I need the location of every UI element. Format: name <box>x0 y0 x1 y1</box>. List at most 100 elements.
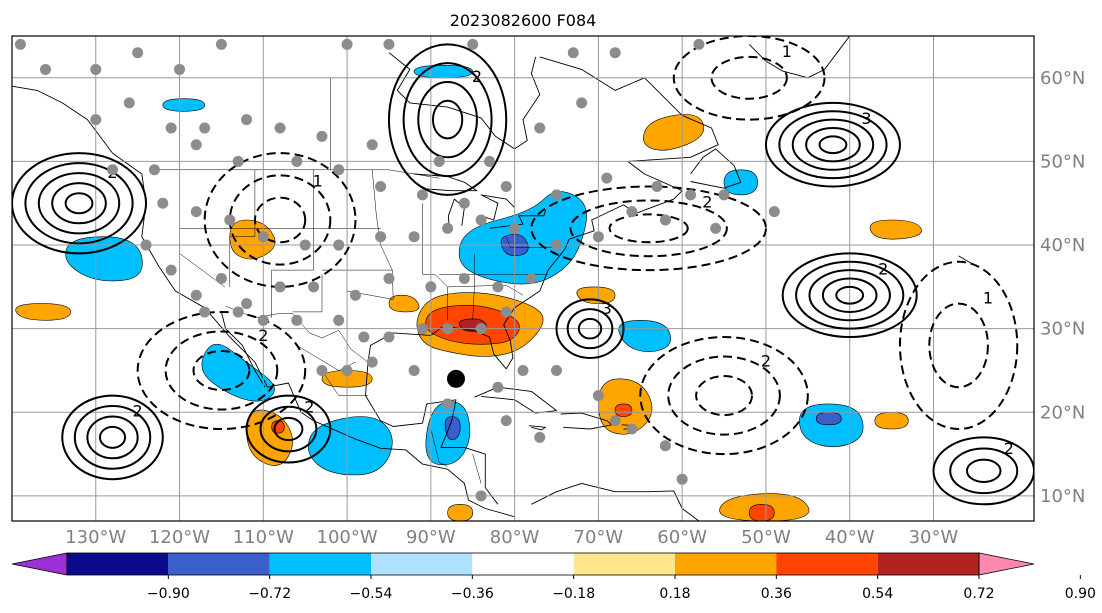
contour-line <box>417 80 478 159</box>
longitude-tick-label: 70°W <box>574 527 624 548</box>
station-dot <box>375 231 387 243</box>
station-dot <box>500 181 512 193</box>
political-border-0 <box>154 169 440 179</box>
station-dot <box>148 164 160 176</box>
contour-label: 2 <box>702 192 712 211</box>
political-border-21 <box>430 428 448 467</box>
contour-line <box>821 277 878 313</box>
station-dot <box>199 306 211 318</box>
station-dot <box>475 214 487 226</box>
station-dot <box>199 122 211 134</box>
contour-line <box>778 110 888 180</box>
contour-line <box>530 185 767 272</box>
contour-line <box>402 62 493 178</box>
station-dot <box>358 331 370 343</box>
political-border-20 <box>296 345 356 371</box>
latitude-tick-label: 10°N <box>1040 486 1085 507</box>
station-dot <box>274 281 286 293</box>
contour-label: 1 <box>313 172 323 191</box>
coastline-14 <box>690 148 742 189</box>
station-dot <box>157 197 169 209</box>
shaded-region-tropical-positive-south-2 <box>447 503 474 521</box>
colorbar-extend-low <box>11 552 68 576</box>
political-border-16 <box>292 274 323 313</box>
shaded-region-yucatan-negative-inner <box>444 416 461 441</box>
colorbar-tick-label: 0.36 <box>761 586 792 602</box>
station-dot <box>651 181 663 193</box>
coastline-3 <box>365 362 499 505</box>
station-dot <box>475 323 487 335</box>
station-dot <box>383 273 395 284</box>
station-dot <box>257 231 269 243</box>
station-dot <box>165 122 177 134</box>
station-dot <box>90 114 102 126</box>
contour-line <box>245 394 332 464</box>
station-dot <box>316 130 328 142</box>
station-dot <box>123 97 135 109</box>
station-dot <box>576 97 588 109</box>
contour-line <box>86 415 139 460</box>
coastline-9 <box>388 52 541 150</box>
longitude-tick-label: 100°W <box>317 527 378 548</box>
longitude-tick-label: 90°W <box>406 527 456 548</box>
shaded-region-central-atlantic-negative-inner <box>815 411 842 426</box>
station-dot <box>483 155 495 167</box>
station-dot <box>291 155 303 167</box>
colorbar-segment <box>573 553 675 575</box>
station-dot <box>710 222 722 234</box>
map-title: 2023082600 F084 <box>450 11 597 30</box>
coastline-0 <box>12 85 515 518</box>
longitude-tick-label: 60°W <box>657 527 707 548</box>
contour-line <box>639 336 809 456</box>
station-dot <box>458 197 470 209</box>
contour-line <box>164 330 279 411</box>
station-dot <box>416 323 428 335</box>
station-dot <box>442 323 454 335</box>
station-dot <box>257 314 269 326</box>
colorbar-frame <box>66 552 980 576</box>
colorbar-tick-label: −0.72 <box>248 586 291 602</box>
station-dot <box>383 331 395 343</box>
colorbar-segment <box>675 553 777 575</box>
longitude-tick-labels: 130°W 120°W 110°W 100°W 90°W 80°W 70°W 60°W 50°W… <box>65 527 958 548</box>
shaded-region-nw-negative <box>65 236 143 282</box>
shaded-region-east-atlantic-positive-2 <box>874 411 909 430</box>
station-dot <box>174 63 186 75</box>
contour-line <box>37 172 121 235</box>
station-dot <box>509 222 521 234</box>
station-dot <box>425 281 437 293</box>
coastline-8 <box>531 482 700 521</box>
station-dot <box>551 189 563 201</box>
station-dot <box>299 239 311 251</box>
station-dot <box>567 47 579 59</box>
longitude-tick-label: 120°W <box>149 527 210 548</box>
contour-line <box>273 416 304 442</box>
station-dot <box>768 206 780 218</box>
station-dot <box>626 423 638 435</box>
contour-line <box>51 182 107 225</box>
station-dot <box>215 273 227 284</box>
station-dot <box>592 390 604 402</box>
station-dot <box>458 273 470 284</box>
station-dot <box>534 431 546 443</box>
contour-label: 2 <box>761 351 771 370</box>
map-frame <box>11 35 1035 522</box>
contour-line <box>431 99 464 140</box>
station-dot <box>475 490 487 502</box>
colorbar-tick-label: 0.72 <box>963 586 994 602</box>
contour-label: 2 <box>472 67 482 86</box>
longitude-tick-label: 50°W <box>741 527 791 548</box>
colorbar-tick-label: 0.18 <box>659 586 690 602</box>
longitude-tick-label: 130°W <box>65 527 126 548</box>
political-border-19 <box>321 370 368 396</box>
shaded-region-texas-positive <box>388 294 420 313</box>
latitude-tick-label: 50°N <box>1040 151 1085 172</box>
station-dot <box>383 38 395 50</box>
station-dot-layer <box>14 38 780 502</box>
station-dot <box>500 306 512 318</box>
contour-label: 2 <box>1004 439 1014 458</box>
longitude-tick-label: 40°W <box>825 527 875 548</box>
contour-line <box>808 269 891 322</box>
colorbar-tick-label: −0.90 <box>147 586 190 602</box>
station-dot <box>492 381 504 393</box>
